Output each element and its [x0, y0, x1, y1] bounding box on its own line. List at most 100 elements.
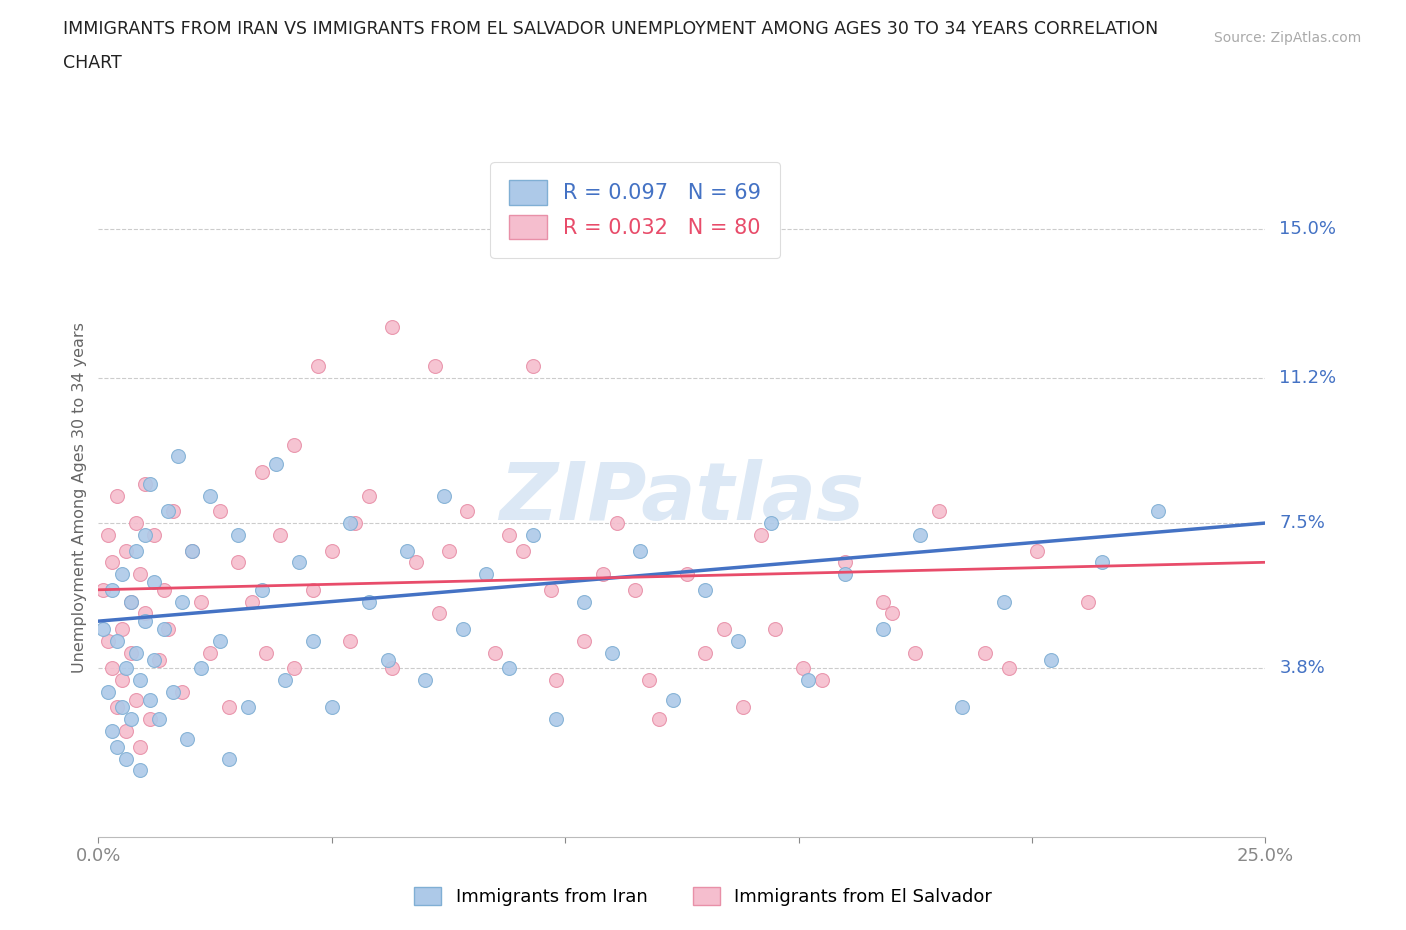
Point: [269, 527, 291, 542]
Point: [129, 566, 152, 581]
Text: Source: ZipAtlas.com: Source: ZipAtlas.com: [1213, 31, 1361, 45]
Point: [134, 527, 156, 542]
Point: [148, 653, 170, 668]
Point: [624, 582, 647, 597]
Point: [111, 566, 134, 581]
Point: [763, 621, 786, 636]
Point: [120, 645, 142, 660]
Point: [928, 504, 950, 519]
Point: [413, 672, 436, 687]
Point: [180, 543, 202, 558]
Point: [120, 594, 142, 609]
Point: [250, 465, 273, 480]
Point: [218, 751, 240, 766]
Point: [283, 437, 305, 452]
Point: [129, 739, 152, 754]
Point: [638, 672, 661, 687]
Point: [250, 582, 273, 597]
Text: ZIPatlas: ZIPatlas: [499, 458, 865, 537]
Point: [115, 724, 138, 738]
Point: [105, 700, 128, 715]
Point: [162, 504, 184, 519]
Point: [190, 594, 212, 609]
Point: [172, 684, 194, 699]
Point: [749, 527, 772, 542]
Point: [834, 555, 856, 570]
Point: [143, 527, 166, 542]
Point: [498, 661, 520, 676]
Text: CHART: CHART: [63, 54, 122, 72]
Point: [1025, 543, 1047, 558]
Point: [97, 684, 120, 699]
Point: [97, 527, 120, 542]
Point: [228, 555, 250, 570]
Point: [120, 594, 142, 609]
Point: [997, 661, 1019, 676]
Point: [427, 605, 450, 620]
Point: [148, 711, 170, 726]
Point: [908, 527, 931, 542]
Point: [572, 633, 595, 648]
Point: [101, 555, 124, 570]
Point: [572, 594, 595, 609]
Point: [111, 621, 134, 636]
Point: [143, 575, 166, 590]
Point: [283, 661, 305, 676]
Point: [139, 711, 162, 726]
Point: [321, 543, 343, 558]
Point: [675, 566, 697, 581]
Point: [695, 582, 717, 597]
Point: [91, 582, 114, 597]
Point: [451, 621, 474, 636]
Point: [139, 692, 162, 707]
Point: [359, 594, 381, 609]
Point: [256, 645, 278, 660]
Point: [731, 700, 754, 715]
Point: [91, 621, 114, 636]
Point: [872, 594, 894, 609]
Point: [101, 661, 124, 676]
Point: [264, 457, 287, 472]
Point: [1091, 555, 1114, 570]
Point: [157, 504, 180, 519]
Point: [498, 527, 520, 542]
Point: [105, 633, 128, 648]
Point: [228, 527, 250, 542]
Point: [475, 566, 498, 581]
Point: [950, 700, 973, 715]
Point: [339, 633, 361, 648]
Point: [115, 661, 138, 676]
Point: [190, 661, 212, 676]
Point: [111, 672, 134, 687]
Point: [288, 555, 311, 570]
Point: [321, 700, 343, 715]
Point: [904, 645, 927, 660]
Point: [522, 527, 544, 542]
Point: [647, 711, 669, 726]
Point: [97, 633, 120, 648]
Point: [395, 543, 418, 558]
Point: [242, 594, 264, 609]
Point: [727, 633, 749, 648]
Point: [105, 488, 128, 503]
Point: [180, 543, 202, 558]
Point: [606, 515, 628, 530]
Point: [152, 621, 174, 636]
Point: [811, 672, 834, 687]
Point: [172, 594, 194, 609]
Y-axis label: Unemployment Among Ages 30 to 34 years: Unemployment Among Ages 30 to 34 years: [72, 322, 87, 673]
Text: IMMIGRANTS FROM IRAN VS IMMIGRANTS FROM EL SALVADOR UNEMPLOYMENT AMONG AGES 30 T: IMMIGRANTS FROM IRAN VS IMMIGRANTS FROM …: [63, 20, 1159, 38]
Point: [661, 692, 683, 707]
Point: [134, 476, 156, 491]
Text: 7.5%: 7.5%: [1279, 514, 1326, 532]
Point: [872, 621, 894, 636]
Point: [139, 476, 162, 491]
Point: [1077, 594, 1099, 609]
Point: [302, 582, 325, 597]
Point: [111, 700, 134, 715]
Point: [208, 633, 231, 648]
Text: 11.2%: 11.2%: [1279, 369, 1337, 387]
Point: [695, 645, 717, 660]
Point: [544, 672, 567, 687]
Point: [101, 582, 124, 597]
